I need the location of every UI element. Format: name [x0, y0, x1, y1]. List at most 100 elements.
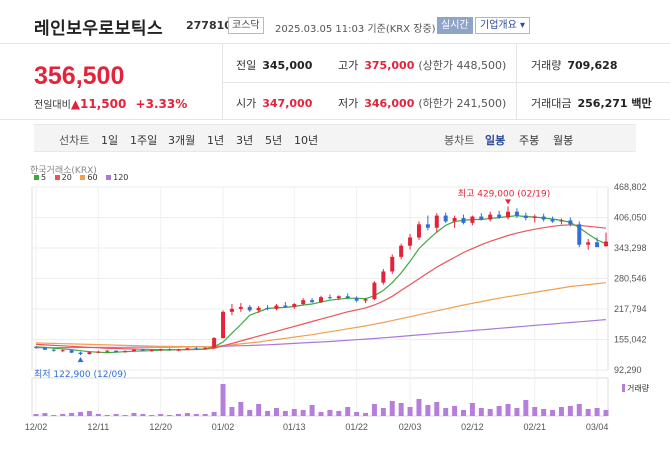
candle-body [488, 214, 493, 220]
candle-monthly[interactable]: 월봉 [553, 134, 574, 147]
volume-bar [282, 411, 288, 416]
volume-bar [487, 409, 493, 416]
candle-body [443, 215, 448, 222]
min-price-label: 최저 122,900 (12/09) [34, 369, 126, 380]
line-chart-label: 선차트 [59, 134, 90, 147]
stat-high: 고가 375,000 (상한가 448,500) [338, 59, 507, 72]
candle-body [532, 216, 537, 219]
volume-bar [354, 412, 360, 416]
exchange-label: 한국거래소(KRX) [30, 166, 97, 176]
candle-body [523, 215, 528, 219]
candle-body [34, 346, 38, 348]
volume-bar [461, 410, 466, 416]
volume-bar [238, 402, 244, 416]
volume-bar [505, 404, 511, 416]
candle-body [96, 351, 101, 353]
x-tick-label: 01/13 [283, 422, 306, 432]
volume-bar [514, 408, 520, 416]
volume-bar [193, 414, 199, 416]
volume-bar [42, 413, 48, 416]
candle-body [140, 349, 145, 351]
candle-body [434, 215, 439, 228]
y-tick-label: 406,050 [614, 213, 647, 223]
x-tick-label: 02/21 [523, 422, 546, 432]
price-change: 전일대비▲11,500 +3.33% [34, 96, 187, 111]
period-3m[interactable]: 3개월 [168, 134, 196, 147]
candle-body [470, 216, 475, 223]
volume-bar [167, 415, 173, 416]
change-value: 11,500 [80, 97, 127, 111]
ma60-line [35, 282, 607, 348]
x-tick-label: 12/02 [25, 422, 48, 432]
divider [222, 82, 670, 83]
volume-bar [202, 414, 208, 416]
period-1w[interactable]: 1주일 [130, 134, 158, 147]
candle-body [461, 218, 466, 223]
candle-body [310, 300, 315, 303]
candle-body [247, 306, 252, 311]
candle-body [345, 296, 350, 299]
legend-ma5: 5 [34, 173, 46, 182]
legend-ma120: 120 [106, 173, 128, 182]
candle-body [229, 308, 234, 312]
candle-body [425, 224, 430, 228]
candle-body [87, 352, 92, 355]
company-info-button[interactable]: 기업개요 ▾ [475, 17, 530, 34]
candle-body [550, 219, 555, 222]
stat-open: 시가 347,000 [236, 97, 313, 110]
y-tick-label: 155,042 [614, 335, 647, 345]
x-tick-label: 12/20 [149, 422, 172, 432]
realtime-button[interactable]: 실시간 [437, 17, 473, 34]
period-1y[interactable]: 1년 [207, 134, 225, 147]
y-tick-label: 92,290 [614, 365, 642, 375]
candle-body [114, 350, 119, 353]
candle-body [123, 351, 128, 353]
volume-bar [131, 413, 137, 416]
volume-bar [122, 415, 128, 416]
volume-bar [86, 411, 92, 416]
candle-body [301, 300, 306, 305]
volume-bar [33, 414, 39, 416]
period-10y[interactable]: 10년 [294, 134, 319, 147]
volume-bar [416, 399, 422, 416]
x-tick-label: 01/02 [212, 422, 235, 432]
candle-body [363, 299, 368, 301]
candle-body [319, 297, 323, 303]
ma20-line [35, 224, 607, 351]
period-5y[interactable]: 5년 [265, 134, 283, 147]
candle-weekly[interactable]: 주봉 [519, 134, 540, 147]
candle-chart-label: 봉차트 [444, 134, 475, 147]
period-1d[interactable]: 1일 [101, 134, 119, 147]
candle-body [194, 348, 199, 350]
volume-bar [478, 408, 484, 416]
period-3y[interactable]: 3년 [236, 134, 254, 147]
x-tick-label: 03/04 [586, 422, 609, 432]
candle-body [221, 311, 226, 339]
candle-body [568, 220, 573, 225]
volume-bar [336, 411, 342, 416]
min-arrow-icon [77, 357, 84, 363]
volume-bar [184, 413, 190, 416]
candle-daily[interactable]: 일봉 [485, 134, 506, 147]
candle-body [274, 305, 279, 309]
y-tick-label: 217,794 [614, 304, 647, 314]
volume-bar [273, 408, 279, 416]
volume-bar [300, 410, 306, 416]
candle-body [265, 307, 270, 309]
candle-body [292, 304, 297, 307]
volume-bar [104, 415, 110, 416]
volume-bar [469, 403, 475, 416]
candle-body [506, 211, 511, 218]
candle-body [131, 349, 136, 352]
volume-bar [149, 415, 155, 416]
volume-legend: 거래량 [622, 383, 649, 394]
candle-body [408, 237, 413, 246]
stock-name: 레인보우로보틱스 [34, 19, 164, 39]
volume-bar [523, 400, 529, 416]
period-selector: 선차트 1일 1주일 3개월 1년 3년 5년 10년 봉차트 일봉 주봉 월봉 [34, 124, 636, 152]
y-tick-label: 343,298 [614, 243, 647, 253]
volume-bar [247, 410, 253, 416]
candle-body [604, 241, 608, 247]
candle-body [283, 305, 288, 307]
candle-body [238, 306, 243, 309]
